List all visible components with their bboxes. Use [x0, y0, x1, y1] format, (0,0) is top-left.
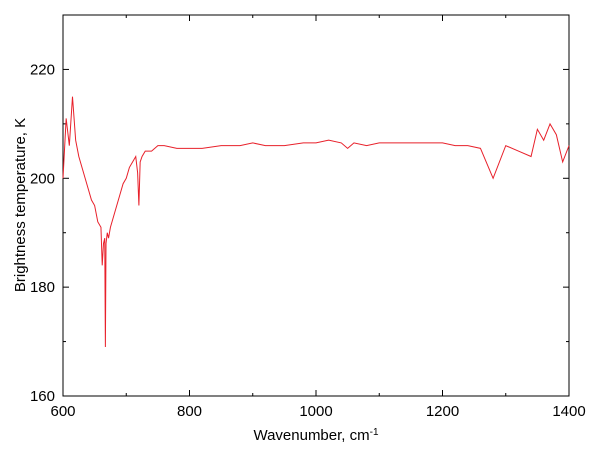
y-axis-label: Brightness temperature, K	[12, 118, 29, 292]
y-tick-label: 220	[30, 61, 55, 78]
ticks-layer	[62, 15, 570, 397]
tick-labels-layer: 600 800 1000 1200 1400 160 180 200 220	[30, 61, 586, 420]
x-axis-label-superscript: -1	[370, 427, 379, 438]
y-tick-label: 160	[30, 388, 55, 405]
x-tick-label: 1400	[552, 403, 585, 420]
x-tick-label: 1000	[299, 403, 332, 420]
x-tick-label: 1200	[426, 403, 459, 420]
series-line	[62, 96, 570, 348]
x-tick-label: 800	[177, 403, 202, 420]
y-tick-label: 180	[30, 279, 55, 296]
x-axis-label-text: Wavenumber, cm	[253, 427, 369, 444]
x-tick-label: 600	[50, 403, 75, 420]
x-axis-label: Wavenumber, cm-1	[253, 427, 378, 445]
y-tick-label: 200	[30, 170, 55, 187]
